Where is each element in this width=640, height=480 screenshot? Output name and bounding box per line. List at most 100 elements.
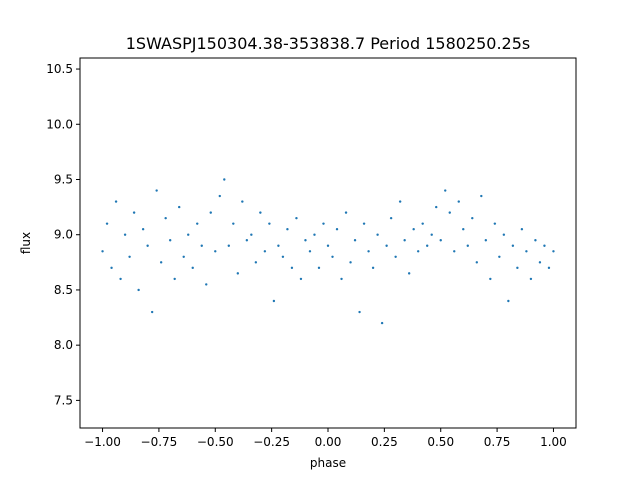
x-tick-label: 0.00 — [315, 435, 342, 449]
data-point — [187, 233, 190, 236]
data-point — [385, 244, 388, 247]
data-point — [534, 239, 537, 242]
data-point — [340, 277, 343, 281]
chart-title: 1SWASPJ150304.38-353838.7 Period 1580250… — [126, 34, 531, 53]
y-axis-label: flux — [19, 232, 33, 254]
data-point — [232, 222, 235, 225]
data-point — [263, 250, 267, 253]
data-point — [471, 216, 474, 220]
data-point — [416, 250, 420, 253]
data-point — [525, 250, 528, 253]
data-point — [141, 227, 145, 231]
y-tick-label: 10.5 — [46, 62, 73, 76]
x-tick-label: 1.00 — [540, 435, 567, 449]
data-point — [511, 244, 515, 247]
data-point — [159, 261, 163, 264]
data-point — [493, 222, 497, 225]
data-point — [168, 239, 172, 242]
data-point — [101, 250, 104, 253]
x-tick-label: −0.50 — [197, 435, 234, 449]
data-point — [498, 255, 501, 259]
data-point — [150, 310, 154, 314]
data-point — [164, 216, 167, 220]
data-point — [376, 233, 379, 236]
data-point — [453, 250, 456, 253]
data-point — [547, 266, 551, 270]
data-point — [250, 233, 253, 236]
data-point — [353, 239, 357, 242]
data-point — [259, 211, 262, 214]
data-point — [146, 244, 149, 247]
data-point — [426, 244, 429, 247]
data-point — [358, 310, 361, 314]
data-point — [475, 261, 478, 264]
data-point — [313, 233, 316, 236]
data-point — [322, 222, 325, 225]
data-point — [466, 244, 469, 247]
data-point — [331, 255, 334, 259]
x-tick-label: −0.25 — [253, 435, 290, 449]
x-tick-label: 0.75 — [484, 435, 511, 449]
data-point — [326, 244, 330, 247]
data-point — [371, 266, 375, 270]
y-tick-label: 7.5 — [54, 393, 73, 407]
data-point — [489, 277, 492, 281]
data-point — [286, 227, 289, 231]
data-point — [421, 222, 424, 225]
data-point — [272, 299, 276, 303]
data-point — [520, 227, 524, 231]
data-point — [137, 288, 140, 292]
data-point — [389, 216, 393, 220]
x-tick-label: 0.50 — [427, 435, 454, 449]
data-point — [407, 272, 411, 275]
data-point — [430, 233, 433, 236]
data-point — [502, 233, 506, 236]
data-point — [308, 250, 312, 253]
data-point — [268, 222, 271, 225]
y-tick-label: 10.0 — [46, 117, 73, 131]
data-point — [236, 272, 240, 275]
data-point — [110, 266, 113, 270]
data-point — [209, 211, 212, 214]
data-point — [114, 200, 118, 203]
data-point — [462, 227, 465, 231]
y-tick-label: 9.0 — [54, 228, 73, 242]
data-point — [173, 277, 176, 281]
data-points — [101, 178, 555, 325]
data-point — [178, 205, 181, 209]
y-tick-label: 9.5 — [54, 172, 73, 186]
data-point — [516, 266, 519, 270]
data-point — [444, 189, 447, 192]
data-point — [380, 321, 384, 325]
data-point — [448, 211, 451, 214]
data-point — [182, 255, 185, 259]
data-point — [227, 244, 230, 247]
data-point — [218, 194, 221, 198]
data-point — [277, 244, 280, 247]
x-tick-label: 0.25 — [371, 435, 398, 449]
data-point — [200, 244, 203, 247]
data-point — [254, 261, 258, 264]
data-point — [155, 189, 158, 192]
data-point — [123, 233, 127, 236]
x-axis-label: phase — [310, 456, 346, 470]
data-point — [435, 205, 438, 209]
data-point — [304, 239, 307, 242]
data-point — [191, 266, 194, 270]
data-point — [507, 299, 510, 303]
y-tick-label: 8.5 — [54, 283, 73, 297]
data-point — [349, 261, 352, 264]
data-point — [281, 255, 285, 259]
data-point — [394, 255, 397, 259]
data-point — [367, 250, 370, 253]
data-point — [398, 200, 402, 203]
data-point — [295, 216, 298, 220]
data-point — [132, 211, 136, 214]
data-point — [529, 277, 533, 281]
data-point — [439, 239, 442, 242]
data-point — [205, 283, 208, 286]
data-point — [128, 255, 131, 259]
data-point — [538, 261, 542, 264]
